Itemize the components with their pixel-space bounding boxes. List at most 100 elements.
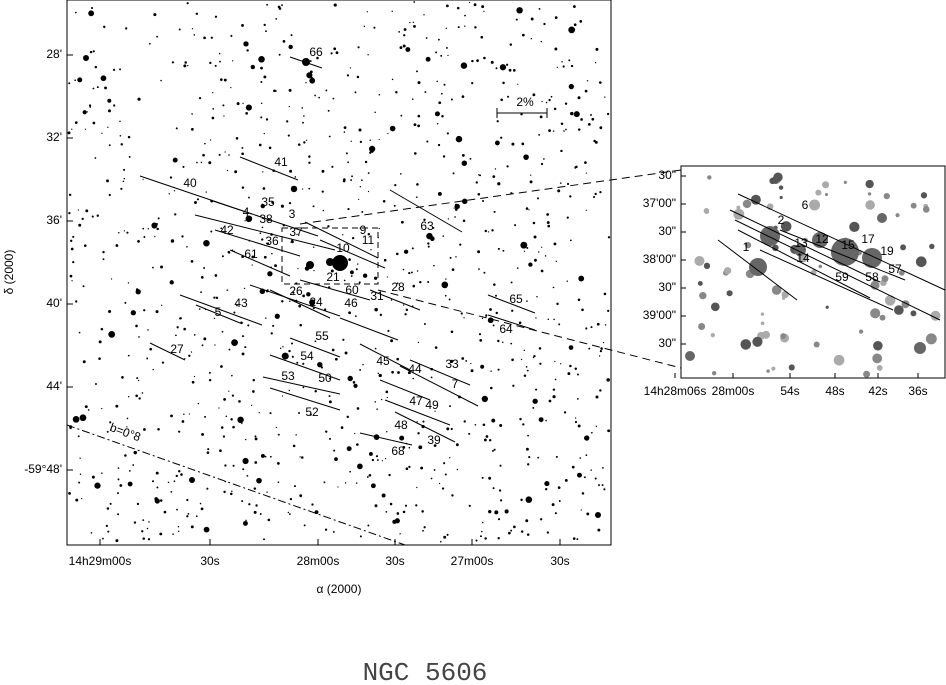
star bbox=[118, 231, 120, 234]
star bbox=[107, 530, 110, 533]
star-label: 38 bbox=[259, 212, 273, 226]
star bbox=[191, 113, 193, 115]
vector bbox=[359, 432, 413, 446]
star bbox=[68, 82, 71, 85]
star bbox=[548, 98, 551, 102]
star bbox=[396, 282, 399, 284]
star bbox=[90, 532, 93, 534]
star bbox=[241, 152, 244, 156]
star bbox=[476, 59, 479, 62]
star bbox=[411, 247, 414, 250]
star bbox=[554, 47, 558, 51]
star bbox=[302, 362, 305, 365]
star bbox=[224, 151, 226, 153]
star bbox=[356, 407, 360, 410]
star bbox=[236, 304, 238, 307]
y-tick-label: -59°48' bbox=[24, 462, 62, 476]
inset-y-tick-label: 30" bbox=[658, 280, 676, 294]
star bbox=[598, 81, 602, 84]
star bbox=[170, 239, 175, 243]
star bbox=[423, 14, 425, 16]
star bbox=[214, 15, 218, 18]
star bbox=[403, 28, 407, 31]
star bbox=[77, 435, 80, 438]
star bbox=[179, 317, 182, 320]
star bbox=[360, 179, 363, 182]
star bbox=[771, 285, 782, 295]
star bbox=[598, 355, 601, 357]
star bbox=[477, 192, 481, 196]
star bbox=[528, 209, 530, 211]
star bbox=[451, 268, 455, 272]
star bbox=[247, 324, 250, 327]
star bbox=[530, 17, 534, 21]
star bbox=[110, 278, 113, 280]
star bbox=[437, 191, 442, 196]
star bbox=[900, 244, 907, 251]
star bbox=[86, 111, 88, 113]
star bbox=[368, 452, 373, 456]
star bbox=[71, 280, 73, 282]
star bbox=[422, 529, 424, 532]
star bbox=[200, 161, 203, 164]
star bbox=[607, 309, 610, 313]
star bbox=[186, 246, 188, 248]
star bbox=[449, 405, 451, 408]
star bbox=[574, 367, 578, 370]
star bbox=[343, 131, 346, 133]
star bbox=[74, 11, 77, 14]
star bbox=[379, 313, 383, 317]
star bbox=[258, 143, 262, 147]
star-label: 35 bbox=[261, 195, 275, 209]
inset-star-label: 13 bbox=[794, 236, 808, 250]
star bbox=[552, 388, 556, 391]
star bbox=[263, 255, 267, 259]
star-label: 37 bbox=[289, 225, 303, 239]
star bbox=[260, 81, 263, 84]
star bbox=[540, 40, 542, 43]
vector bbox=[359, 343, 411, 371]
star bbox=[208, 161, 212, 165]
star bbox=[260, 203, 266, 209]
star bbox=[496, 120, 499, 123]
star bbox=[281, 300, 284, 303]
star bbox=[231, 394, 235, 397]
star bbox=[298, 412, 301, 414]
star bbox=[84, 405, 88, 409]
star bbox=[508, 68, 512, 72]
star bbox=[316, 56, 319, 60]
star bbox=[155, 471, 159, 475]
star bbox=[440, 54, 443, 57]
star bbox=[151, 222, 158, 229]
star bbox=[248, 196, 250, 199]
star bbox=[479, 338, 483, 342]
star bbox=[203, 239, 210, 247]
star bbox=[272, 324, 275, 327]
star bbox=[71, 128, 73, 130]
star bbox=[409, 21, 411, 24]
star bbox=[445, 27, 447, 29]
star bbox=[137, 240, 140, 243]
star bbox=[268, 146, 272, 150]
star bbox=[258, 56, 265, 63]
star bbox=[604, 324, 607, 326]
star bbox=[187, 512, 190, 515]
vector bbox=[379, 379, 431, 401]
star bbox=[455, 443, 459, 447]
star-label: 61 bbox=[244, 247, 258, 261]
star bbox=[434, 410, 436, 412]
star bbox=[464, 14, 466, 17]
inset-stars bbox=[685, 172, 941, 378]
star bbox=[199, 502, 202, 505]
star bbox=[241, 186, 245, 189]
star bbox=[557, 189, 561, 193]
star bbox=[91, 215, 94, 218]
star bbox=[242, 468, 245, 471]
star bbox=[543, 22, 546, 26]
scale-label: 2% bbox=[516, 95, 534, 109]
star bbox=[260, 102, 263, 105]
star bbox=[523, 250, 526, 252]
star bbox=[193, 34, 196, 36]
star bbox=[209, 379, 211, 382]
